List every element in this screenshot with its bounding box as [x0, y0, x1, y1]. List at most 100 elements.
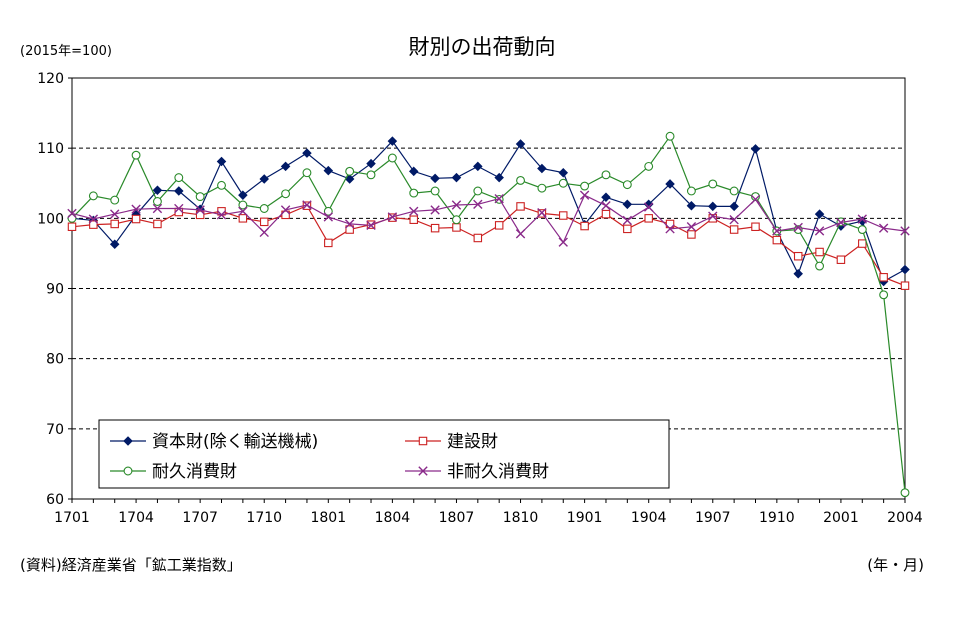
series-3-point	[323, 206, 333, 216]
series-1-point	[430, 173, 440, 184]
series-4-point	[88, 214, 99, 224]
series-1-point	[686, 200, 697, 211]
x-tick-label: 1904	[631, 510, 667, 526]
x-tick-label: 1707	[182, 510, 218, 526]
series-3-point	[195, 192, 205, 202]
series-1	[67, 136, 910, 287]
series-1-point	[473, 161, 483, 172]
series-3-point	[558, 178, 568, 188]
y-tick-label: 60	[46, 492, 64, 508]
series-3-point	[409, 188, 419, 198]
series-4-point	[686, 222, 697, 232]
series-4-point	[387, 212, 398, 222]
series-1-point	[302, 148, 312, 158]
series-2-point	[687, 230, 696, 239]
series-2-point	[473, 233, 483, 243]
series-1-point	[323, 165, 334, 176]
grid-lines	[72, 147, 905, 430]
x-tick-label: 1710	[246, 510, 282, 526]
series-1-point	[494, 172, 504, 183]
series-3-point	[174, 173, 184, 183]
series-3-point	[622, 180, 632, 190]
series-4-point	[494, 193, 504, 204]
x-tick-label: 1810	[503, 510, 539, 526]
series-4-point	[878, 223, 889, 233]
series-3-point	[686, 186, 696, 196]
series-3-line	[71, 134, 906, 493]
series-2-point	[772, 235, 782, 245]
series-4-point	[238, 206, 248, 217]
series-4-point	[579, 190, 590, 200]
series-4	[67, 190, 910, 247]
series-3-point	[366, 170, 376, 180]
source-note: (資料)経済産業省「鉱工業指数」	[20, 556, 242, 574]
series-3-point	[152, 197, 162, 206]
legend-label: 非耐久消費財	[447, 462, 549, 482]
series-2-point	[238, 214, 248, 223]
series-3-point	[900, 488, 910, 498]
series-4-point	[430, 205, 440, 215]
series-1-point	[451, 172, 462, 183]
series-1-point	[537, 163, 547, 174]
series-2-point	[644, 214, 653, 223]
series-3-point	[217, 180, 226, 190]
series-1-point	[750, 144, 761, 154]
series-4-point	[622, 215, 633, 226]
series-2-point	[836, 255, 846, 264]
series-2-point	[195, 210, 205, 220]
series-3-point	[131, 150, 141, 160]
series-1-point	[665, 179, 675, 189]
series-4-point	[174, 203, 184, 214]
series-3-point	[430, 186, 440, 196]
legend-label: 耐久消費財	[152, 462, 237, 482]
x-tick-label: 1807	[439, 510, 475, 526]
legend-marker	[123, 436, 133, 446]
series-1-point	[729, 201, 739, 212]
series-2-point	[601, 209, 611, 219]
series-4-point	[601, 201, 611, 211]
legend-box	[98, 419, 670, 489]
series-4-point	[515, 229, 526, 239]
series-1-point	[174, 186, 184, 196]
x-tick-label: 1907	[695, 510, 731, 526]
legend-label: 資本財(除く輸送機械)	[152, 432, 318, 452]
series-1-point	[109, 239, 120, 250]
series-4-point	[665, 224, 675, 234]
series-3-point	[729, 186, 739, 196]
y-tick-label: 80	[46, 352, 64, 368]
chart-title: 財別の出荷動向	[409, 35, 556, 59]
data-series	[67, 131, 910, 498]
series-2-point	[452, 223, 461, 232]
y-tick-label: 90	[46, 282, 64, 298]
series-4-point	[793, 222, 803, 233]
series-4-point	[857, 214, 867, 224]
series-2-point	[729, 225, 739, 234]
series-3-point	[601, 170, 611, 180]
series-4-point	[750, 194, 761, 205]
series-4-point	[708, 211, 718, 221]
series-3-point	[67, 213, 77, 223]
series-3-point	[387, 153, 397, 163]
series-2-point	[409, 215, 418, 224]
series-3-point	[751, 192, 760, 202]
series-4-point	[814, 226, 825, 236]
series-4-point	[558, 237, 568, 247]
series-1-point	[601, 192, 611, 203]
series-4-point	[131, 204, 141, 214]
x-tick-label: 1910	[759, 510, 795, 526]
series-1-point	[708, 201, 718, 212]
x-tick-label: 2004	[887, 510, 923, 526]
series-3	[67, 131, 910, 498]
series-4-point	[259, 227, 269, 238]
x-tick-label: 1704	[118, 510, 154, 526]
series-3-point	[238, 200, 248, 210]
series-2-point	[324, 238, 333, 248]
series-1-point	[622, 199, 633, 210]
series-3-point	[516, 175, 525, 185]
x-tick-label: 1701	[54, 510, 90, 526]
series-1-point	[152, 185, 163, 196]
series-4-point	[195, 205, 205, 215]
y-tick-label: 110	[37, 141, 64, 157]
series-4-point	[302, 200, 312, 210]
